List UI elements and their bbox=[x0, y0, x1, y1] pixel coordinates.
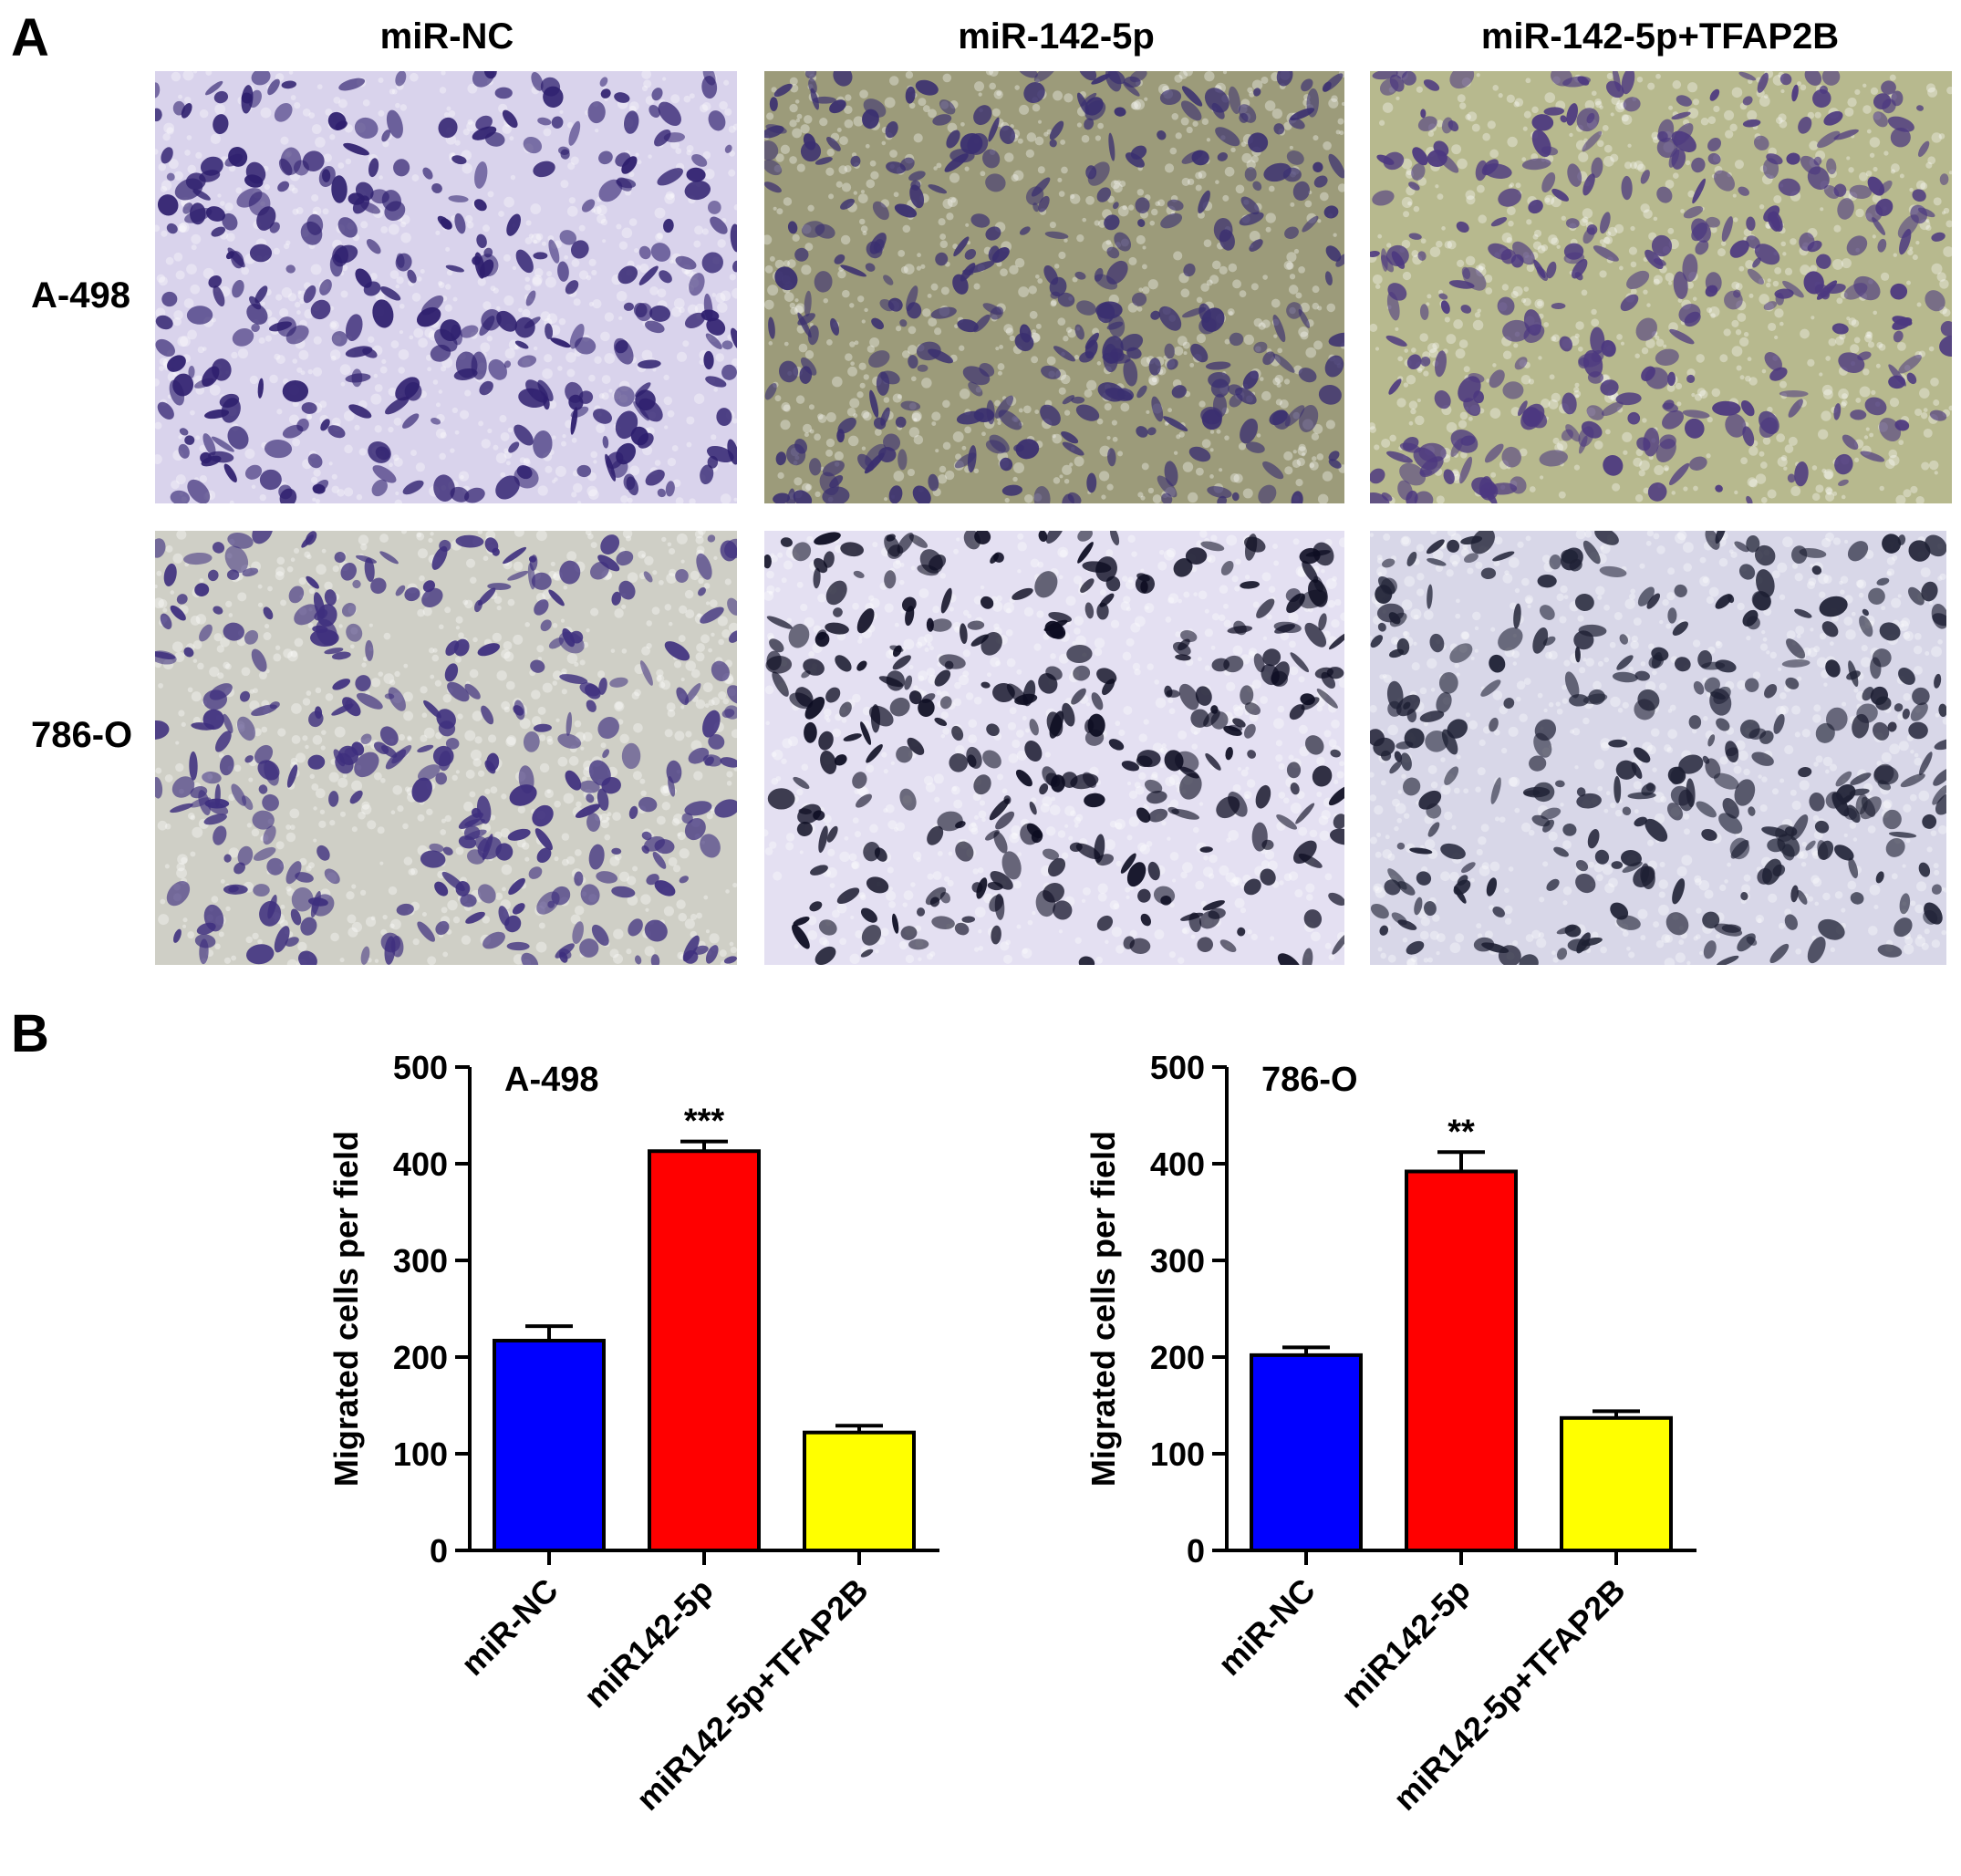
chart-title: A-498 bbox=[504, 1061, 599, 1099]
panel-label-b: B bbox=[11, 1004, 49, 1063]
y-axis-label: Migrated cells per field bbox=[327, 1131, 365, 1487]
bar-chart-a-498: 0 100 200 300 400 500 Migrated cells per field… bbox=[327, 1049, 939, 1818]
y-tick-label: 400 bbox=[393, 1145, 448, 1183]
y-tick-label: 0 bbox=[1187, 1532, 1205, 1570]
column-title-mir-nc: miR-NC bbox=[379, 16, 514, 57]
bar-miR-NC bbox=[1250, 1353, 1363, 1552]
y-tick-label: 200 bbox=[1150, 1339, 1205, 1376]
y-tick-label: 0 bbox=[430, 1532, 448, 1570]
bar-miR142-5p bbox=[648, 1149, 761, 1552]
bar-chart-786-o: 0 100 200 300 400 500 Migrated cells per field… bbox=[1084, 1049, 1696, 1818]
micrograph-a498-mir-142-5p bbox=[764, 71, 1344, 503]
bar-miR142-5p+TFAP2B bbox=[803, 1430, 916, 1552]
y-tick-label: 200 bbox=[393, 1339, 448, 1376]
bar-miR-NC bbox=[493, 1338, 606, 1553]
x-tick-label: miR142-5p bbox=[1333, 1571, 1478, 1715]
x-tick-label: miR-NC bbox=[1210, 1571, 1322, 1683]
micrograph-786o-mir-nc bbox=[155, 531, 737, 965]
x-tick-label: miR-NC bbox=[453, 1571, 565, 1683]
y-tick-label: 100 bbox=[1150, 1436, 1205, 1473]
y-tick-label: 500 bbox=[393, 1049, 448, 1086]
significance-marker: *** bbox=[684, 1103, 725, 1141]
panel-label-a: A bbox=[11, 8, 49, 67]
micrograph-a498-mir-142-5p-tfap2b bbox=[1370, 71, 1952, 503]
column-title-mir-142-5p-tfap2b: miR-142-5p+TFAP2B bbox=[1480, 16, 1840, 57]
micrograph-a498-mir-nc bbox=[155, 71, 737, 503]
y-tick-label: 500 bbox=[1150, 1049, 1205, 1086]
significance-marker: ** bbox=[1447, 1113, 1475, 1151]
column-title-mir-142-5p: miR-142-5p bbox=[958, 16, 1155, 57]
micrograph-786o-mir-142-5p bbox=[764, 531, 1344, 965]
y-tick-label: 300 bbox=[1150, 1242, 1205, 1280]
micrograph-786o-mir-142-5p-tfap2b bbox=[1370, 531, 1946, 965]
x-tick-label: miR142-5p bbox=[576, 1571, 721, 1715]
y-tick-label: 100 bbox=[393, 1436, 448, 1473]
bar-miR142-5p bbox=[1405, 1169, 1518, 1552]
row-label-a-498: A-498 bbox=[31, 275, 130, 316]
bar-miR142-5p+TFAP2B bbox=[1560, 1415, 1673, 1552]
chart-title: 786-O bbox=[1261, 1061, 1358, 1099]
row-label-786-o: 786-O bbox=[31, 715, 133, 755]
y-tick-label: 300 bbox=[393, 1242, 448, 1280]
y-axis-label: Migrated cells per field bbox=[1084, 1131, 1122, 1487]
y-tick-label: 400 bbox=[1150, 1145, 1205, 1183]
